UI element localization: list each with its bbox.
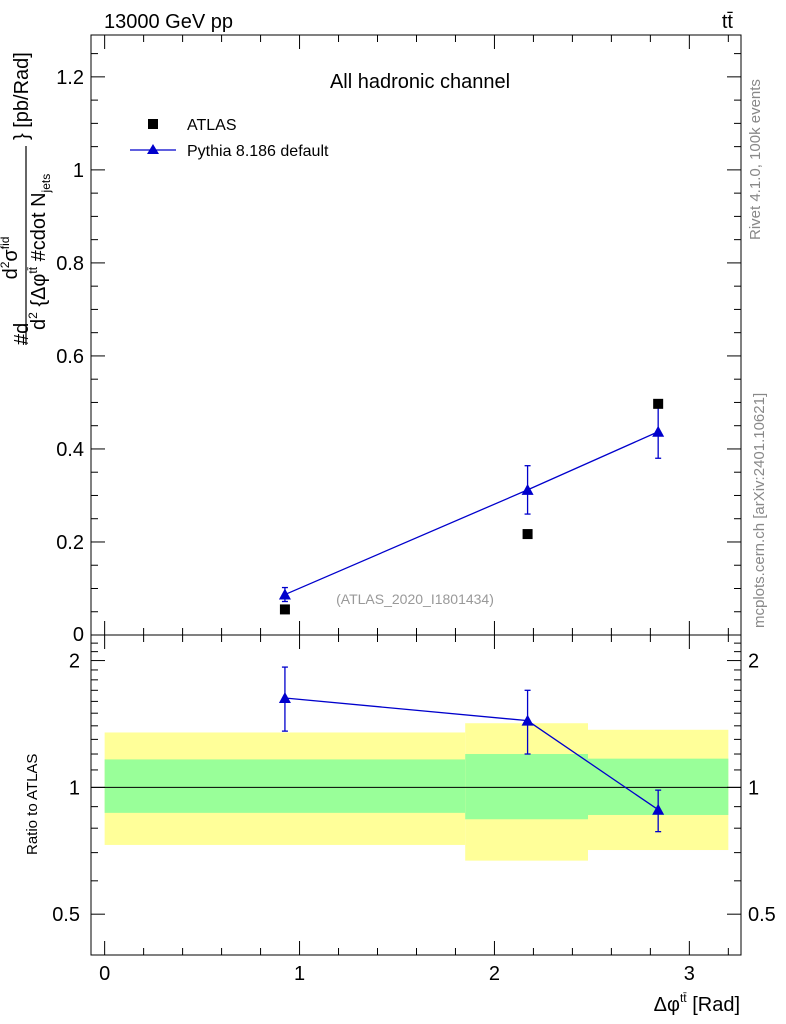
- atlas-point: [522, 529, 533, 540]
- y-axis-label-denominator: d2 {Δφtt̄ #cdot Njets: [26, 174, 53, 330]
- ratio-band-inner-0: [104, 759, 466, 813]
- ratio-band-inner-1: [465, 754, 589, 820]
- main-series: [278, 398, 665, 615]
- main-y-tick-label-zero: 0: [73, 624, 84, 646]
- legend-atlas-marker: [148, 119, 158, 129]
- ratio-point: [521, 714, 534, 726]
- ratio-y-tick-label-right: 0.5: [748, 904, 776, 926]
- pythia-point: [278, 588, 291, 600]
- y-axis-label-numerator: d2σfid: [0, 237, 22, 280]
- ratio-y-tick-label-right: 2: [748, 651, 759, 673]
- x-tick-label: 2: [489, 963, 500, 985]
- x-tick-label: 3: [684, 963, 695, 985]
- analysis-watermark: (ATLAS_2020_I1801434): [336, 591, 494, 607]
- ratio-axis-ticks: 0 1 2 3 0.5 0.5 1 1 2 2: [52, 635, 776, 985]
- ratio-y-axis-label: Ratio to ATLAS: [24, 754, 41, 855]
- mcplots-reference-label: mcplots.cern.ch [arXiv:2401.10621]: [751, 393, 768, 628]
- pythia-point: [652, 425, 665, 437]
- y-axis-label-units: } [pb/Rad]: [11, 52, 33, 140]
- atlas-point: [653, 398, 664, 409]
- ratio-y-tick-label-right: 1: [748, 777, 759, 799]
- pythia-line: [284, 431, 659, 596]
- ratio-series: [278, 666, 665, 833]
- ratio-point: [652, 803, 665, 815]
- y-axis-label: #d: [11, 323, 33, 345]
- ratio-point: [278, 691, 291, 703]
- main-y-tick-label: 0.4: [56, 439, 84, 461]
- legend: ATLAS Pythia 8.186 default: [130, 117, 329, 160]
- main-y-tick-label: 0.2: [56, 532, 84, 554]
- x-axis-label: Δφtt̄ [Rad]: [654, 991, 740, 1016]
- ratio-y-tick-label: 0.5: [52, 904, 80, 926]
- x-tick-label: 0: [99, 963, 110, 985]
- legend-atlas-label: ATLAS: [187, 117, 237, 134]
- main-axis-ticks: 0.2 0.4 0.6 0.8 1 1.2 0: [56, 35, 741, 646]
- main-chart-title: All hadronic channel: [330, 71, 510, 93]
- main-y-tick-label: 1.2: [56, 67, 84, 89]
- legend-pythia-label: Pythia 8.186 default: [187, 143, 329, 160]
- atlas-point: [279, 604, 290, 615]
- x-tick-label: 1: [294, 963, 305, 985]
- rivet-version-label: Rivet 4.1.0, 100k events: [747, 79, 764, 240]
- header-right-label: tt̄: [722, 11, 734, 33]
- legend-pythia-marker: [147, 144, 159, 154]
- ratio-bands: [104, 723, 729, 861]
- pythia-point: [521, 483, 534, 495]
- header-left-label: 13000 GeV pp: [104, 11, 233, 33]
- main-y-tick-label: 0.8: [56, 253, 84, 275]
- main-y-tick-label: 1: [73, 160, 84, 182]
- ratio-y-tick-label: 2: [69, 651, 80, 673]
- main-y-tick-label: 0.6: [56, 346, 84, 368]
- ratio-y-tick-label: 1: [69, 777, 80, 799]
